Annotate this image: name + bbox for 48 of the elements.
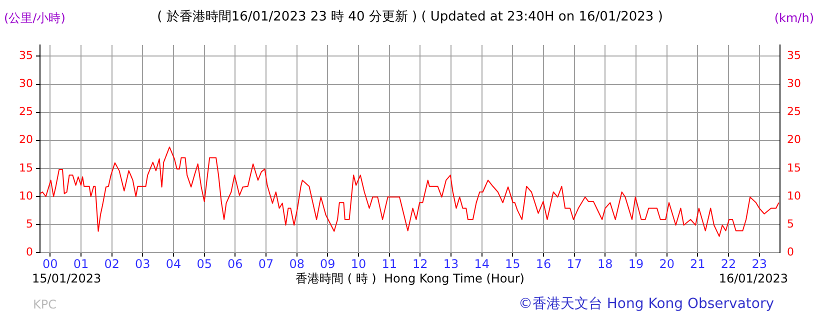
y2-tick-label: 10: [787, 189, 801, 202]
y2-tick-label: 15: [787, 161, 801, 174]
text: 16/01/2023: [718, 272, 788, 286]
y2-axis-title: (km/h): [774, 11, 814, 26]
y2-tick-label: 0: [787, 245, 794, 258]
x-tick-label: 15: [505, 256, 520, 271]
x-tick-label: 00: [42, 256, 58, 271]
y-tick-label: 30: [19, 77, 33, 90]
y-tick-label: 0: [26, 245, 33, 258]
y-tick-label: 15: [19, 161, 33, 174]
x-tick-label: 22: [720, 256, 736, 271]
x-tick-label: 13: [443, 256, 459, 271]
x-tick-label: 17: [566, 256, 582, 271]
x-tick-label: 08: [289, 256, 304, 271]
y2-tick-label: 5: [787, 217, 794, 230]
x-tick-label: 18: [598, 256, 613, 271]
x-tick-label: 11: [382, 256, 397, 271]
x-tick-label: 20: [659, 256, 674, 271]
x-tick-label: 10: [350, 256, 366, 271]
y2-tick-label: 35: [787, 49, 801, 62]
text: 15/01/2023: [32, 272, 102, 286]
chart-title: ( 於香港時間16/01/2023 23 時 40 分更新 ) ( Updated at 23:40H on 16/01/2023 ): [157, 9, 663, 24]
text: KPC: [33, 298, 56, 312]
y2-tick-label: 30: [787, 77, 801, 90]
x-tick-label: 23: [752, 256, 767, 271]
x-tick-label: 04: [166, 256, 182, 271]
x-tick-label: 12: [412, 256, 428, 271]
y-axis-title: (公里/小時): [4, 11, 66, 26]
x-tick-label: 05: [196, 256, 212, 271]
x-tick-label: 02: [104, 256, 120, 271]
y2-tick-label: 20: [787, 133, 801, 146]
y-tick-label: 5: [26, 217, 33, 230]
text: ©香港天文台 Hong Kong Observatory: [518, 296, 774, 312]
y-tick-label: 10: [19, 189, 33, 202]
x-tick-label: 01: [73, 256, 89, 271]
x-tick-label: 16: [536, 256, 552, 271]
x-axis-title: 香港時間 ( 時 ) Hong Kong Time (Hour): [296, 272, 524, 286]
x-tick-label: 09: [320, 256, 336, 271]
x-tick-label: 07: [258, 256, 274, 271]
y2-tick-label: 25: [787, 105, 801, 118]
y-tick-label: 25: [19, 105, 33, 118]
x-tick-label: 14: [474, 256, 490, 271]
x-tick-label: 06: [228, 256, 243, 271]
y-tick-label: 35: [19, 49, 33, 62]
x-tick-label: 19: [628, 256, 644, 271]
x-tick-label: 03: [135, 256, 150, 271]
x-tick-label: 21: [690, 256, 706, 271]
y-tick-label: 20: [19, 133, 33, 146]
